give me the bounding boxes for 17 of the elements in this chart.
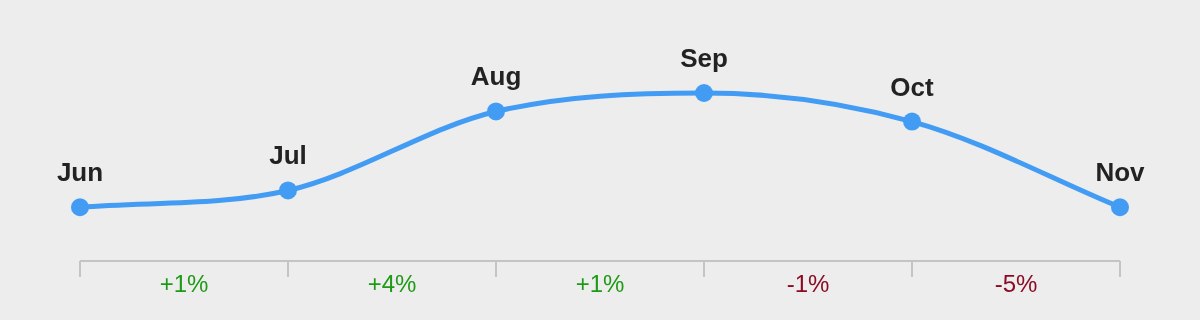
point [903, 112, 921, 131]
text: +1% [575, 270, 625, 297]
point [279, 181, 297, 200]
x-tick-label: Aug [470, 61, 522, 92]
text: -1% [786, 270, 830, 297]
x-tick-label: Jun [56, 157, 104, 188]
x-tick-label: Oct [890, 71, 935, 102]
point [487, 102, 505, 121]
point [695, 84, 713, 102]
text: +1% [159, 270, 209, 297]
x-tick-label: Nov [1095, 157, 1146, 188]
text: +4% [367, 270, 417, 297]
text: -5% [994, 270, 1038, 297]
x-tick-label: Jul [269, 140, 307, 171]
x-tick-label: Sep [680, 43, 728, 73]
point [1111, 198, 1129, 217]
point [71, 198, 89, 217]
